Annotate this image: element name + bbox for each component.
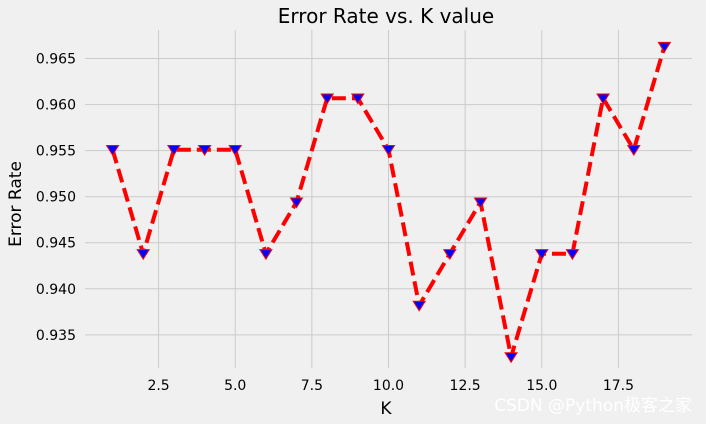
grid <box>85 30 692 368</box>
series-group <box>105 41 672 364</box>
x-tick-label: 2.5 <box>147 378 169 394</box>
data-point-marker <box>473 197 488 209</box>
data-point-marker <box>381 145 396 157</box>
data-point-marker <box>412 300 427 312</box>
data-point-marker <box>596 93 611 105</box>
chart-title: Error Rate vs. K value <box>278 4 494 28</box>
x-axis-title: K <box>380 399 392 419</box>
x-tick-label: 17.5 <box>603 378 634 394</box>
data-point-marker <box>105 145 120 157</box>
x-tick-label: 5.0 <box>224 378 246 394</box>
y-tick-label: 0.960 <box>36 98 76 114</box>
x-axis-ticks: 2.5 5.0 7.5 10.0 12.5 15.0 17.5 <box>147 378 634 394</box>
x-tick-label: 7.5 <box>301 378 323 394</box>
data-point-marker <box>534 249 549 261</box>
x-tick-label: 10.0 <box>373 378 404 394</box>
data-point-marker <box>657 41 672 53</box>
y-axis-title: Error Rate <box>6 161 26 247</box>
data-point-marker <box>258 249 273 261</box>
x-tick-label: 12.5 <box>450 378 481 394</box>
y-axis-ticks: 0.935 0.940 0.945 0.950 0.955 0.960 0.965 <box>36 52 76 344</box>
data-point-marker <box>320 93 335 105</box>
watermark: CSDN @Python极客之家 <box>494 396 692 416</box>
y-tick-label: 0.955 <box>36 144 76 160</box>
data-point-marker <box>197 145 212 157</box>
y-tick-label: 0.935 <box>36 328 76 344</box>
y-tick-label: 0.950 <box>36 190 76 206</box>
data-point-marker <box>228 145 243 157</box>
data-point-marker <box>289 197 304 209</box>
y-tick-label: 0.965 <box>36 52 76 68</box>
data-point-marker <box>442 249 457 261</box>
data-point-marker <box>136 249 151 261</box>
data-point-marker <box>626 145 641 157</box>
y-tick-label: 0.945 <box>36 236 76 252</box>
data-point-marker <box>565 249 580 261</box>
data-point-marker <box>350 93 365 105</box>
data-point-marker <box>166 145 181 157</box>
x-tick-label: 15.0 <box>526 378 557 394</box>
y-tick-label: 0.940 <box>36 282 76 298</box>
data-point-marker <box>504 352 519 364</box>
